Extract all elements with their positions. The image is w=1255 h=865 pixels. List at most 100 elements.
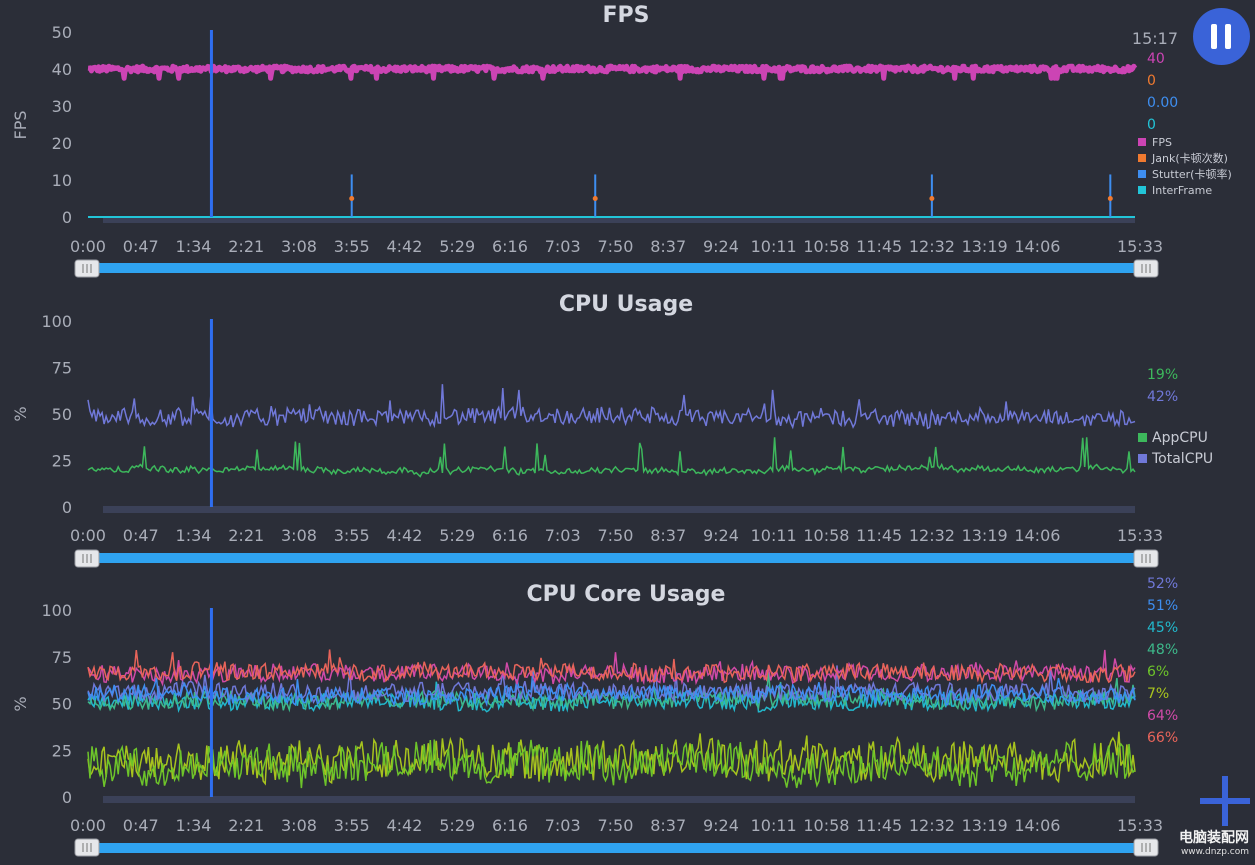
cpu-core-value-7: 66% [1147, 730, 1178, 746]
x-tick-label: 3:55 [334, 237, 370, 256]
cpu-core-panel: CPU Core Usage % 0 25 50 75 100 0:00 0:47 1:34… [11, 576, 1178, 857]
x-tick-label: 7:50 [597, 237, 633, 256]
cpu-usage-slider-left-handle[interactable] [74, 549, 100, 568]
jank-point [1107, 196, 1113, 201]
cpu-core-plot[interactable] [87, 608, 1136, 803]
watermark-url: www.dnzp.com [1180, 847, 1249, 857]
x-tick-label: 2:21 [228, 816, 264, 835]
pause-button[interactable] [1193, 8, 1250, 65]
x-tick-label: 0:47 [123, 816, 159, 835]
x-tick-label: 12:32 [909, 526, 955, 545]
y-tick-label: 10 [52, 171, 72, 190]
x-tick-label: 9:24 [703, 237, 739, 256]
x-tick-label: 10:58 [803, 237, 849, 256]
fps-slider-track[interactable] [88, 263, 1146, 273]
x-tick-label: 14:06 [1014, 526, 1060, 545]
y-tick-label: 25 [52, 452, 72, 471]
x-tick-label: 2:21 [228, 237, 264, 256]
legend-label-totalcpu[interactable]: TotalCPU [1151, 451, 1213, 467]
fps-legend[interactable]: FPS Jank(卡顿次数) Stutter(卡顿率) InterFrame [1138, 136, 1232, 197]
cpu-core-line-7 [87, 649, 1136, 685]
x-tick-label: 14:06 [1014, 237, 1060, 256]
y-tick-label: 0 [62, 788, 72, 807]
cpu-usage-range-slider[interactable] [74, 549, 1159, 568]
x-tick-label: 3:08 [281, 816, 317, 835]
x-tick-label: 0:00 [70, 237, 106, 256]
x-tick-label: 7:03 [545, 526, 581, 545]
legend-label-appcpu[interactable]: AppCPU [1152, 430, 1208, 446]
appcpu-current-value: 19% [1147, 367, 1178, 383]
x-tick-label: 11:45 [856, 526, 902, 545]
y-tick-label: 75 [52, 359, 72, 378]
legend-label-fps[interactable]: FPS [1152, 136, 1172, 149]
x-tick-label: 13:19 [962, 816, 1008, 835]
cpu-core-slider-left-handle[interactable] [74, 838, 100, 857]
x-tick-label: 3:08 [281, 237, 317, 256]
watermark: 电脑装配网 www.dnzp.com [1179, 827, 1249, 857]
x-tick-label: 4:42 [386, 526, 422, 545]
legend-label-interframe[interactable]: InterFrame [1152, 184, 1212, 197]
legend-swatch-stutter [1138, 170, 1146, 178]
cpu-core-slider-track[interactable] [88, 843, 1146, 853]
legend-label-jank[interactable]: Jank(卡顿次数) [1151, 151, 1228, 165]
cpu-usage-slider-right-handle[interactable] [1133, 549, 1159, 568]
x-tick-label: 0:47 [123, 237, 159, 256]
current-time-readout: 15:17 [1132, 29, 1178, 48]
x-tick-label: 12:32 [909, 237, 955, 256]
x-tick-label: 11:45 [856, 816, 902, 835]
x-tick-label: 9:24 [703, 526, 739, 545]
cpu-core-value-2: 45% [1147, 620, 1178, 636]
x-tick-label: 1:34 [176, 237, 212, 256]
cpu-usage-slider-track[interactable] [88, 553, 1146, 563]
fps-range-slider[interactable] [74, 259, 1159, 278]
legend-label-stutter[interactable]: Stutter(卡顿率) [1152, 167, 1232, 181]
x-tick-label: 6:16 [492, 526, 528, 545]
pause-icon-bar [1225, 24, 1231, 49]
fps-y-axis-label: FPS [11, 110, 30, 139]
cpu-core-value-6: 64% [1147, 708, 1178, 724]
x-tick-label: 0:00 [70, 816, 106, 835]
cpu-usage-legend[interactable]: AppCPU TotalCPU [1138, 430, 1213, 467]
y-tick-label: 20 [52, 134, 72, 153]
x-tick-label: 10:11 [751, 816, 797, 835]
totalcpu-current-value: 42% [1147, 389, 1178, 405]
x-tick-label: 7:03 [545, 816, 581, 835]
fps-title: FPS [603, 3, 650, 28]
jank-point [592, 196, 598, 201]
cpu-core-value-0: 52% [1147, 576, 1178, 592]
x-tick-label: 13:19 [962, 526, 1008, 545]
x-tick-label: 5:29 [439, 816, 475, 835]
appcpu-line [87, 437, 1136, 478]
x-axis-band [103, 796, 1135, 803]
cpu-usage-panel: CPU Usage % 0 25 50 75 100 0:00 0:47 1:34 2:21 3… [11, 292, 1213, 568]
cpu-usage-plot[interactable] [87, 319, 1136, 513]
legend-swatch-totalcpu [1138, 454, 1147, 463]
legend-swatch-jank [1138, 154, 1146, 162]
fps-slider-left-handle[interactable] [74, 259, 100, 278]
x-axis-band [103, 506, 1135, 513]
y-tick-label: 50 [52, 23, 72, 42]
cpu-usage-y-ticks: 0 25 50 75 100 [41, 312, 72, 517]
y-tick-label: 0 [62, 208, 72, 227]
y-tick-label: 30 [52, 97, 72, 116]
x-tick-label: 10:58 [803, 816, 849, 835]
x-tick-label: 12:32 [909, 816, 955, 835]
y-tick-label: 100 [41, 601, 72, 620]
stutter-current-value: 0.00 [1147, 95, 1178, 111]
x-tick-label: 8:37 [650, 526, 686, 545]
cpu-core-line-5 [87, 731, 1136, 786]
totalcpu-line [87, 384, 1136, 430]
y-tick-label: 50 [52, 405, 72, 424]
x-tick-label: 10:11 [751, 237, 797, 256]
cpu-usage-x-ticks: 0:00 0:47 1:34 2:21 3:08 3:55 4:42 5:29 6:16 7:03… [70, 526, 1163, 545]
fps-slider-right-handle[interactable] [1133, 259, 1159, 278]
cpu-core-slider-right-handle[interactable] [1133, 838, 1159, 857]
cpu-core-y-axis-label: % [11, 696, 30, 711]
fps-current-value: 40 [1147, 51, 1165, 67]
x-tick-label: 2:21 [228, 526, 264, 545]
fps-plot[interactable] [86, 30, 1138, 223]
x-tick-label: 3:08 [281, 526, 317, 545]
add-button[interactable] [1200, 776, 1250, 826]
cpu-core-range-slider[interactable] [74, 838, 1159, 857]
plus-icon-stem [1222, 776, 1228, 826]
